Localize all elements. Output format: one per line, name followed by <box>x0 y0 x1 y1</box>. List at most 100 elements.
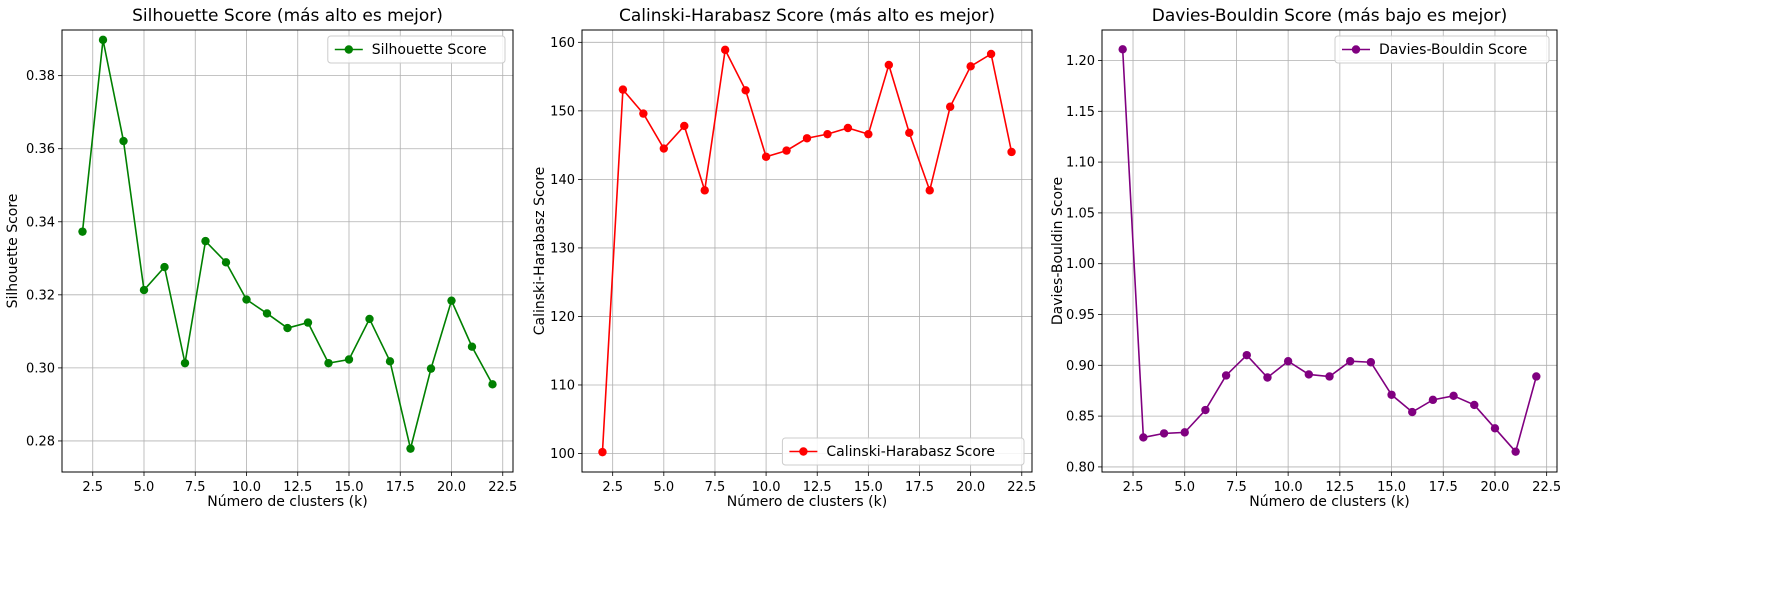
data-point <box>303 318 313 327</box>
x-tick-label: 15.0 <box>1377 480 1406 495</box>
data-point <box>680 121 689 131</box>
x-tick-label: 7.5 <box>185 480 206 495</box>
data-point <box>1366 358 1376 367</box>
data-point <box>98 35 108 45</box>
data-point <box>843 123 853 133</box>
y-tick-label: 0.80 <box>1066 460 1095 475</box>
data-point <box>945 102 955 111</box>
x-tick-label: 20.0 <box>437 480 466 495</box>
data-point <box>426 364 436 373</box>
data-point <box>1428 395 1438 405</box>
x-tick-label: 12.5 <box>1325 480 1354 495</box>
y-tick-label: 0.34 <box>26 215 55 230</box>
x-tick-label: 7.5 <box>1226 480 1247 495</box>
legend: Silhouette Score <box>327 35 506 64</box>
x-tick-label: 2.5 <box>82 480 103 495</box>
y-tick-label: 1.00 <box>1066 257 1095 272</box>
data-point <box>1118 45 1127 54</box>
x-tick-label: 17.5 <box>905 480 934 495</box>
data-point <box>1221 371 1231 380</box>
data-point <box>1201 405 1210 415</box>
x-tick-label: 7.5 <box>705 480 726 495</box>
grid-lines <box>582 30 1032 472</box>
x-tick-label: 2.5 <box>1123 480 1144 495</box>
grid-lines <box>62 30 513 472</box>
data-point <box>262 309 272 318</box>
data-point <box>1387 390 1396 399</box>
y-tick-label: 110 <box>550 378 575 393</box>
y-tick-label: 0.90 <box>1066 359 1095 374</box>
data-point <box>802 134 812 143</box>
chart-title: Calinski-Harabasz Score (más alto es mej… <box>619 6 995 26</box>
data-point <box>598 447 607 457</box>
data-point <box>700 186 709 195</box>
x-tick-label: 15.0 <box>335 480 364 495</box>
data-point <box>1532 372 1541 381</box>
grid-lines <box>1102 30 1557 472</box>
y-tick-label: 1.15 <box>1066 105 1095 120</box>
data-point <box>639 109 648 118</box>
chart-title: Silhouette Score (más alto es mejor) <box>132 6 443 26</box>
legend-box <box>781 437 1025 466</box>
data-point <box>761 152 771 161</box>
y-tick-label: 140 <box>550 173 575 188</box>
x-tick-label: 15.0 <box>854 480 883 495</box>
x-tick-label: 22.5 <box>1007 480 1036 495</box>
data-point <box>488 380 497 389</box>
x-tick-label: 10.0 <box>1274 480 1303 495</box>
y-tick-label: 160 <box>550 36 575 51</box>
y-tick-label: 0.95 <box>1066 308 1095 323</box>
data-point <box>864 129 873 139</box>
axes-frame <box>61 29 514 473</box>
data-point <box>884 60 894 70</box>
data-point <box>925 186 934 195</box>
x-tick-label: 5.0 <box>653 480 674 495</box>
data-point <box>1180 428 1189 437</box>
data-point <box>986 49 996 59</box>
data-point <box>905 128 914 137</box>
data-point <box>324 358 333 368</box>
legend: Davies-Bouldin Score <box>1334 35 1550 64</box>
y-tick-label: 1.20 <box>1066 54 1095 69</box>
data-point <box>1159 429 1169 438</box>
axes-frame <box>1101 29 1558 473</box>
data-point <box>1325 372 1334 381</box>
data-point <box>966 62 975 71</box>
data-point <box>1304 370 1314 379</box>
chart-panel-1: 2.5 5.0 7.5 10.0 12.5 15.0 17.5 20.0 22.5 0.28 0.3… <box>5 6 517 510</box>
chart-panel-2: 2.5 5.0 7.5 10.0 12.5 15.0 17.5 20.0 22.5 100 110 1… <box>532 6 1036 510</box>
y-axis-label: Davies-Bouldin Score <box>1050 177 1066 325</box>
data-point <box>78 227 87 236</box>
x-tick-label: 20.0 <box>956 480 985 495</box>
y-tick-label: 1.10 <box>1066 156 1095 171</box>
y-tick-label: 0.36 <box>26 142 55 157</box>
data-point <box>1470 400 1479 410</box>
y-tick-label: 130 <box>550 241 575 256</box>
y-tick-label: 100 <box>550 447 575 462</box>
x-tick-label: 5.0 <box>1174 480 1195 495</box>
legend-marker <box>799 447 808 456</box>
x-tick-label: 17.5 <box>1429 480 1458 495</box>
data-point <box>406 444 415 453</box>
data-point <box>1139 433 1148 442</box>
legend-label: Silhouette Score <box>372 42 487 58</box>
data-point <box>1263 373 1272 382</box>
y-axis-label: Silhouette Score <box>5 194 21 309</box>
legend-marker <box>1351 45 1361 54</box>
data-point <box>823 129 832 139</box>
x-tick-label: 2.5 <box>602 480 623 495</box>
data-point <box>344 355 354 364</box>
x-tick-label: 20.0 <box>1480 480 1509 495</box>
data-point <box>1449 391 1458 400</box>
x-axis-label: Número de clusters (k) <box>207 494 367 510</box>
y-tick-label: 0.30 <box>26 361 55 376</box>
data-point <box>1345 357 1355 366</box>
y-tick-label: 0.38 <box>26 69 55 84</box>
data-point <box>1007 147 1016 157</box>
data-point <box>201 236 210 246</box>
data-point <box>1511 447 1520 456</box>
legend-label: Davies-Bouldin Score <box>1379 42 1527 58</box>
x-tick-label: 22.5 <box>488 480 517 495</box>
x-axis-label: Número de clusters (k) <box>727 494 887 510</box>
